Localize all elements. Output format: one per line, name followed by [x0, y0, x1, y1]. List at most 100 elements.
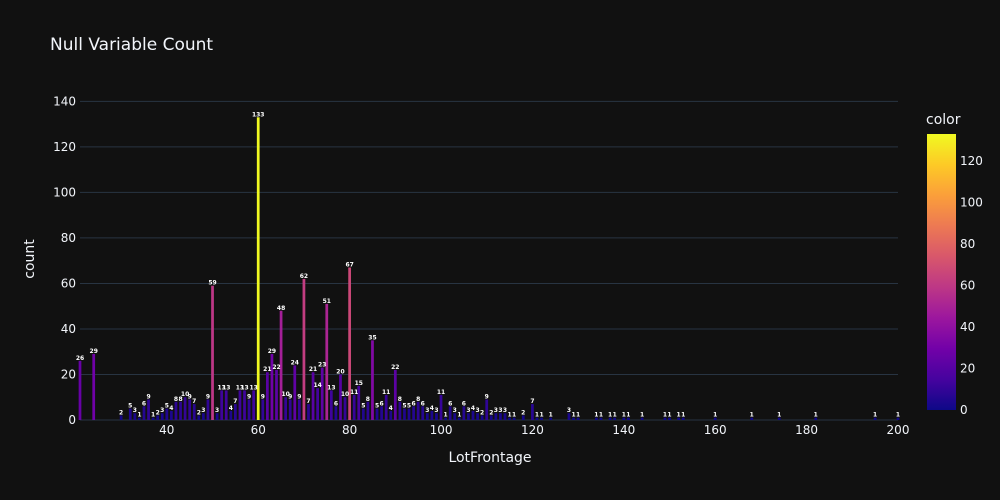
y-tick-label: 120: [53, 140, 76, 154]
bar: [215, 413, 219, 420]
bar: [293, 365, 297, 420]
bar-value-label: 35: [368, 334, 376, 341]
bar-value-label: 3: [453, 407, 457, 414]
bar-value-label: 1: [137, 412, 141, 419]
bar-value-label: 29: [268, 348, 276, 355]
bar-value-label: 10: [181, 391, 189, 398]
bar-value-label: 1: [613, 412, 617, 419]
bar-value-label: 1: [896, 412, 900, 419]
bar-value-label: 13: [217, 384, 225, 391]
bar: [499, 413, 502, 420]
bar-value-label: 1: [713, 412, 717, 419]
x-tick-label: 60: [251, 423, 266, 437]
bar: [476, 413, 479, 420]
bar: [183, 397, 187, 420]
bar: [567, 413, 571, 420]
bar-value-label: 5: [128, 403, 132, 410]
x-tick-label: 120: [521, 423, 544, 437]
bar-value-label: 9: [297, 394, 301, 401]
bar: [489, 415, 493, 420]
colorbar-tick-label: 100: [960, 195, 983, 209]
bar-value-label: 10: [281, 391, 289, 398]
y-tick-label: 80: [61, 231, 76, 245]
bar-value-label: 21: [309, 366, 317, 373]
colorbar-tick-label: 0: [960, 403, 968, 417]
y-tick-label: 0: [68, 413, 76, 427]
y-tick-label: 140: [53, 94, 76, 108]
bar: [713, 417, 717, 420]
bar-value-label: 20: [336, 368, 344, 375]
bar: [261, 399, 265, 420]
bar-value-label: 1: [814, 412, 818, 419]
y-tick-label: 100: [53, 185, 76, 199]
bar: [348, 267, 351, 420]
bar-value-label: 4: [169, 405, 173, 412]
chart-title: Null Variable Count: [50, 35, 213, 55]
bar-value-label: 1: [594, 412, 598, 419]
bar: [284, 397, 288, 420]
bar-value-label: 3: [215, 407, 219, 414]
bar-value-label: 3: [498, 407, 502, 414]
bar: [627, 417, 630, 420]
bar: [375, 408, 379, 420]
bar-value-label: 3: [494, 407, 498, 414]
bar: [572, 417, 575, 420]
bar: [439, 394, 443, 420]
bar: [444, 417, 447, 420]
bar: [220, 390, 224, 420]
bar-value-label: 1: [750, 412, 754, 419]
bar-value-label: 2: [489, 409, 493, 416]
bar: [170, 410, 173, 420]
bar: [174, 401, 178, 420]
bar-value-label: 5: [375, 403, 379, 410]
bar-value-label: 9: [146, 394, 150, 401]
y-axis-label: count: [22, 239, 38, 279]
bar-value-label: 2: [119, 409, 123, 416]
bar: [608, 417, 612, 420]
bar-value-label: 6: [334, 400, 338, 407]
bar: [480, 415, 484, 420]
bar: [677, 417, 681, 420]
bar-value-label: 1: [571, 412, 575, 419]
bar-value-label: 29: [90, 348, 98, 355]
bar: [156, 415, 160, 420]
y-axis-ticks: 0 20 40 60 80 100 120 140: [53, 94, 76, 427]
bar-value-label: 2: [156, 409, 160, 416]
bar: [279, 310, 283, 420]
bar-value-label: 7: [192, 398, 196, 405]
bar-value-label: 11: [437, 389, 445, 396]
x-tick-label: 100: [430, 423, 453, 437]
colorbar-gradient: [927, 134, 956, 410]
bar-value-label: 13: [327, 384, 335, 391]
bar-value-label: 24: [291, 359, 299, 366]
bar-value-label: 13: [240, 384, 248, 391]
bar: [329, 390, 333, 420]
bar-value-label: 9: [247, 394, 251, 401]
bar: [119, 415, 123, 420]
bar: [247, 399, 251, 420]
x-tick-label: 180: [795, 423, 818, 437]
bar: [421, 406, 425, 420]
bar: [252, 390, 256, 420]
x-axis-label: LotFrontage: [448, 450, 531, 466]
bar: [302, 278, 306, 420]
bar-value-label: 13: [222, 384, 230, 391]
bar-value-label: 1: [873, 412, 877, 419]
bar: [297, 399, 301, 420]
bar: [256, 117, 260, 420]
bar-value-label: 1: [626, 412, 630, 419]
colorbar-tick-label: 60: [960, 278, 975, 292]
bar: [357, 385, 361, 420]
bar: [206, 399, 210, 420]
bar-value-label: 9: [288, 394, 292, 401]
bar-value-label: 8: [398, 396, 402, 403]
bar: [471, 410, 475, 420]
bar: [494, 413, 498, 420]
bar-value-label: 1: [640, 412, 644, 419]
x-axis-ticks: 40 60 80 100 120 140 160 180 200: [159, 423, 909, 437]
bar-value-label: 1: [622, 412, 626, 419]
bar-value-label: 5: [165, 403, 169, 410]
bar: [416, 401, 420, 420]
bar: [622, 417, 626, 420]
